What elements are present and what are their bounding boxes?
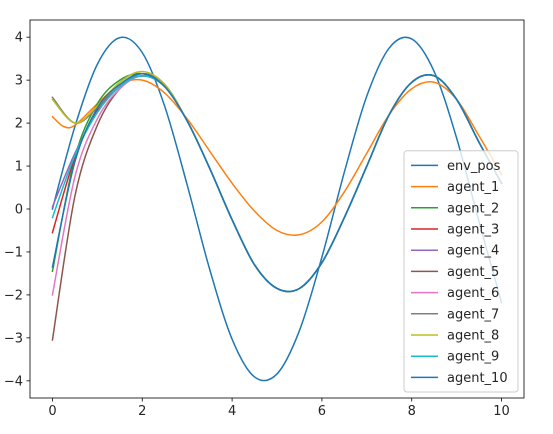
y-tick-label: 1	[15, 160, 23, 175]
x-tick-label: 6	[318, 404, 326, 419]
y-tick-label: 2	[15, 117, 23, 132]
x-tick-label: 4	[228, 404, 236, 419]
legend-label: agent_8	[447, 329, 499, 344]
legend-label: agent_1	[447, 180, 499, 195]
y-axis: −4 −3 −2 −1 0 1 2 3 4	[4, 31, 30, 389]
y-tick-label: −2	[4, 288, 23, 303]
legend-label: agent_5	[447, 265, 499, 280]
legend-label: agent_2	[447, 201, 499, 216]
y-tick-label: −3	[4, 331, 23, 346]
legend-label: agent_7	[447, 307, 499, 322]
x-tick-label: 10	[493, 404, 510, 419]
legend: env_pos agent_1 agent_2 agent_3 agent_4agent…	[403, 150, 519, 393]
x-tick-label: 0	[48, 404, 56, 419]
legend-label: agent_4	[447, 244, 499, 259]
x-axis: 0 2 4 6 8 10	[48, 398, 510, 419]
series-layer	[51, 36, 503, 382]
y-tick-label: 4	[15, 31, 23, 46]
series-line-agent-10	[51, 72, 503, 293]
y-tick-label: −4	[4, 374, 23, 389]
legend-label: env_pos	[447, 159, 501, 174]
y-tick-label: 3	[15, 74, 23, 89]
x-tick-label: 2	[138, 404, 146, 419]
legend-label: agent_6	[447, 286, 499, 301]
legend-label: agent_3	[447, 223, 499, 238]
x-tick-label: 8	[408, 404, 416, 419]
legend-label: agent_9	[447, 350, 499, 365]
y-tick-label: −1	[4, 245, 23, 260]
series-line-env-pos	[51, 36, 503, 382]
y-tick-label: 0	[15, 203, 23, 218]
legend-label: agent_10	[447, 371, 508, 386]
legend-box	[403, 150, 519, 393]
